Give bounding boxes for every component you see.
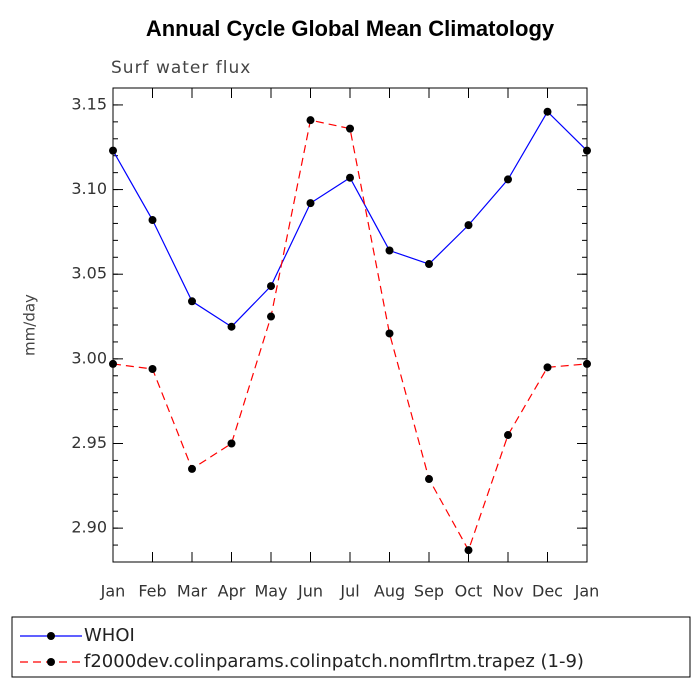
y-tick-label: 3.15	[71, 94, 107, 113]
y-tick-label: 3.00	[71, 348, 107, 367]
x-tick-label: Feb	[138, 582, 166, 601]
x-tick-label: Jun	[297, 582, 323, 601]
data-point	[425, 475, 433, 484]
data-point	[543, 363, 552, 372]
x-tick-label: Oct	[455, 582, 483, 601]
data-point	[346, 173, 354, 182]
data-point	[306, 199, 315, 208]
chart-subtitle: Surf water flux	[111, 58, 251, 78]
x-tick-label: Apr	[218, 582, 246, 601]
y-axis-label: mm/day	[21, 294, 39, 356]
data-point	[267, 282, 275, 291]
x-tick-label: Sep	[414, 582, 444, 601]
data-point	[188, 464, 196, 473]
data-point	[504, 175, 512, 184]
data-point	[583, 359, 591, 368]
legend-label: WHOI	[84, 625, 135, 646]
x-tick-label: Jul	[339, 582, 359, 601]
data-point	[148, 365, 157, 374]
data-point	[504, 431, 512, 440]
data-point	[109, 146, 117, 155]
x-tick-label: Jan	[100, 582, 126, 601]
data-point	[227, 439, 236, 448]
y-tick-label: 3.10	[71, 179, 107, 198]
x-tick-label: Aug	[374, 582, 405, 601]
data-point	[346, 124, 354, 133]
x-tick-label: Mar	[177, 582, 208, 601]
series-line	[112, 110, 588, 328]
data-point	[543, 107, 552, 116]
data-point	[267, 312, 275, 321]
data-point	[227, 322, 236, 331]
legend-box	[11, 616, 691, 678]
data-point	[464, 546, 473, 555]
legend-label: f2000dev.colinparams.colinpatch.nomflrtm…	[84, 651, 584, 672]
data-point	[188, 297, 196, 306]
x-tick-label: Dec	[532, 582, 563, 601]
x-tick-label: Jan	[574, 582, 600, 601]
legend-marker	[47, 658, 55, 666]
data-point	[464, 221, 473, 230]
legend-marker	[47, 632, 55, 640]
series-line	[112, 119, 588, 552]
y-tick-label: 2.90	[71, 518, 107, 537]
chart-title: Annual Cycle Global Mean Climatology	[146, 16, 555, 41]
y-tick-label: 2.95	[71, 433, 107, 452]
y-tick-label: 3.05	[71, 264, 107, 283]
data-point	[148, 216, 157, 225]
data-point	[583, 146, 591, 155]
x-tick-label: Nov	[492, 582, 523, 601]
data-point	[385, 246, 394, 255]
data-point	[425, 260, 433, 269]
data-point	[385, 329, 394, 338]
x-tick-label: May	[254, 582, 287, 601]
data-point	[306, 116, 315, 125]
data-point	[109, 359, 117, 368]
plot-frame	[112, 87, 588, 563]
